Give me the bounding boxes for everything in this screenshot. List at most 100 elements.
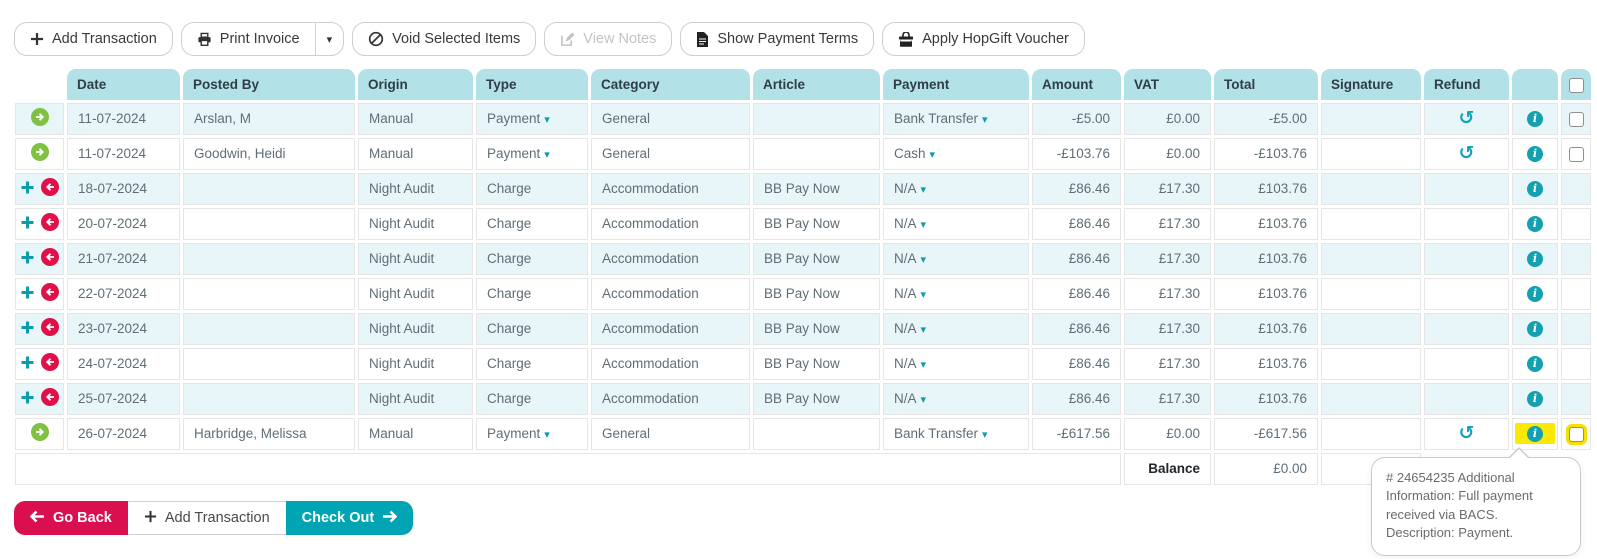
row-category: General xyxy=(591,102,750,135)
row-payment-label: N/A xyxy=(894,321,917,337)
payment-cell: N/A ▾ xyxy=(883,242,1029,275)
amount-header: Amount xyxy=(1032,69,1121,100)
row-checkbox[interactable] xyxy=(1568,426,1584,442)
print-invoice-button[interactable]: Print Invoice xyxy=(180,22,315,56)
info-button[interactable]: i xyxy=(1515,108,1555,129)
row-type-label: Charge xyxy=(487,286,532,302)
type-cell: Charge xyxy=(476,312,588,345)
payment-caret-icon[interactable]: ▾ xyxy=(920,219,927,232)
info-cell: i xyxy=(1512,382,1558,415)
refund-button[interactable]: ↺ xyxy=(1458,107,1475,130)
show-payment-terms-button[interactable]: Show Payment Terms xyxy=(680,22,875,56)
refund-button[interactable]: ↺ xyxy=(1458,422,1475,445)
info-button[interactable]: i xyxy=(1515,178,1555,199)
add-charge-icon[interactable] xyxy=(20,215,35,233)
total-header: Total xyxy=(1214,69,1318,100)
expand-payment-icon[interactable] xyxy=(30,143,49,164)
refund-header: Refund xyxy=(1424,69,1509,100)
footer-add-transaction-button[interactable]: Add Transaction xyxy=(127,501,286,535)
payment-caret-icon[interactable]: ▾ xyxy=(920,359,927,372)
row-checkbox[interactable] xyxy=(1568,146,1584,162)
balance-row: Balance £0.00 xyxy=(15,452,1591,485)
payment-caret-icon[interactable]: ▾ xyxy=(920,254,927,267)
table-row: 25-07-2024 Night Audit Charge Accommodat… xyxy=(15,382,1591,415)
type-cell: Charge xyxy=(476,242,588,275)
payment-caret-icon[interactable]: ▾ xyxy=(929,149,936,162)
info-button[interactable]: i xyxy=(1515,213,1555,234)
row-date: 22-07-2024 xyxy=(67,277,180,310)
row-signature xyxy=(1321,277,1421,310)
expand-payment-icon[interactable] xyxy=(30,108,49,129)
payment-caret-icon[interactable]: ▾ xyxy=(920,394,927,407)
info-button[interactable]: i xyxy=(1515,353,1555,374)
void-selected-items-button[interactable]: Void Selected Items xyxy=(352,22,537,56)
refund-button[interactable]: ↺ xyxy=(1458,142,1475,165)
info-button[interactable]: i xyxy=(1515,283,1555,304)
apply-hopgift-voucher-button[interactable]: Apply HopGift Voucher xyxy=(882,22,1085,56)
row-vat: £0.00 xyxy=(1124,102,1211,135)
add-charge-icon[interactable] xyxy=(20,285,35,303)
payment-caret-icon[interactable]: ▾ xyxy=(982,429,988,442)
info-button[interactable]: i xyxy=(1515,388,1555,409)
payment-caret-icon[interactable]: ▾ xyxy=(920,184,927,197)
add-charge-icon[interactable] xyxy=(20,320,35,338)
row-origin: Night Audit xyxy=(358,312,473,345)
row-payment-label: N/A xyxy=(894,286,917,302)
info-button[interactable]: i xyxy=(1515,143,1555,164)
checkbox-cell xyxy=(1561,312,1591,345)
row-article: BB Pay Now xyxy=(753,382,880,415)
payment-caret-icon[interactable]: ▾ xyxy=(920,289,927,302)
plus-icon xyxy=(144,510,157,527)
reverse-charge-icon[interactable] xyxy=(41,353,59,374)
payment-caret-icon[interactable]: ▾ xyxy=(920,324,927,337)
payment-cell: Bank Transfer ▾ xyxy=(883,102,1029,135)
row-article: BB Pay Now xyxy=(753,277,880,310)
reverse-charge-icon[interactable] xyxy=(41,178,59,199)
type-cell: Charge xyxy=(476,277,588,310)
info-button[interactable]: i xyxy=(1515,248,1555,269)
row-checkbox[interactable] xyxy=(1568,111,1584,127)
row-total: £103.76 xyxy=(1214,312,1318,345)
row-origin: Night Audit xyxy=(358,382,473,415)
reverse-charge-icon[interactable] xyxy=(41,213,59,234)
table-row: 22-07-2024 Night Audit Charge Accommodat… xyxy=(15,277,1591,310)
info-cell: i xyxy=(1512,312,1558,345)
reverse-charge-icon[interactable] xyxy=(41,283,59,304)
row-posted-by xyxy=(183,207,355,240)
row-article xyxy=(753,102,880,135)
add-charge-icon[interactable] xyxy=(20,180,35,198)
row-category: Accommodation xyxy=(591,312,750,345)
checkbox-cell xyxy=(1561,277,1591,310)
refund-cell xyxy=(1424,172,1509,205)
row-vat: £0.00 xyxy=(1124,137,1211,170)
payment-cell: N/A ▾ xyxy=(883,382,1029,415)
footer-actions: Go Back Add Transaction Check Out xyxy=(14,501,414,535)
go-back-button[interactable]: Go Back xyxy=(14,501,128,535)
checkbox-cell xyxy=(1561,347,1591,380)
date-header: Date xyxy=(67,69,180,100)
reverse-charge-icon[interactable] xyxy=(41,248,59,269)
info-button[interactable]: i xyxy=(1515,318,1555,339)
select-all-checkbox[interactable] xyxy=(1568,77,1584,93)
print-invoice-dropdown-button[interactable]: ▾ xyxy=(314,22,345,56)
row-amount: £86.46 xyxy=(1032,382,1121,415)
reverse-charge-icon[interactable] xyxy=(41,318,59,339)
add-charge-icon[interactable] xyxy=(20,355,35,373)
row-actions-cell xyxy=(15,242,64,275)
type-caret-icon[interactable]: ▾ xyxy=(544,149,550,162)
type-cell: Charge xyxy=(476,207,588,240)
check-out-button[interactable]: Check Out xyxy=(285,501,414,535)
add-charge-icon[interactable] xyxy=(20,390,35,408)
row-posted-by xyxy=(183,382,355,415)
checkbox-cell xyxy=(1561,102,1591,135)
payment-caret-icon[interactable]: ▾ xyxy=(982,114,988,127)
add-charge-icon[interactable] xyxy=(20,250,35,268)
reverse-charge-icon[interactable] xyxy=(41,388,59,409)
add-transaction-button[interactable]: Add Transaction xyxy=(14,22,173,56)
type-caret-icon[interactable]: ▾ xyxy=(544,114,550,127)
payment-cell: N/A ▾ xyxy=(883,347,1029,380)
info-button[interactable]: i xyxy=(1515,423,1555,445)
table-row: 21-07-2024 Night Audit Charge Accommodat… xyxy=(15,242,1591,275)
expand-payment-icon[interactable] xyxy=(30,423,49,444)
type-caret-icon[interactable]: ▾ xyxy=(544,429,550,442)
